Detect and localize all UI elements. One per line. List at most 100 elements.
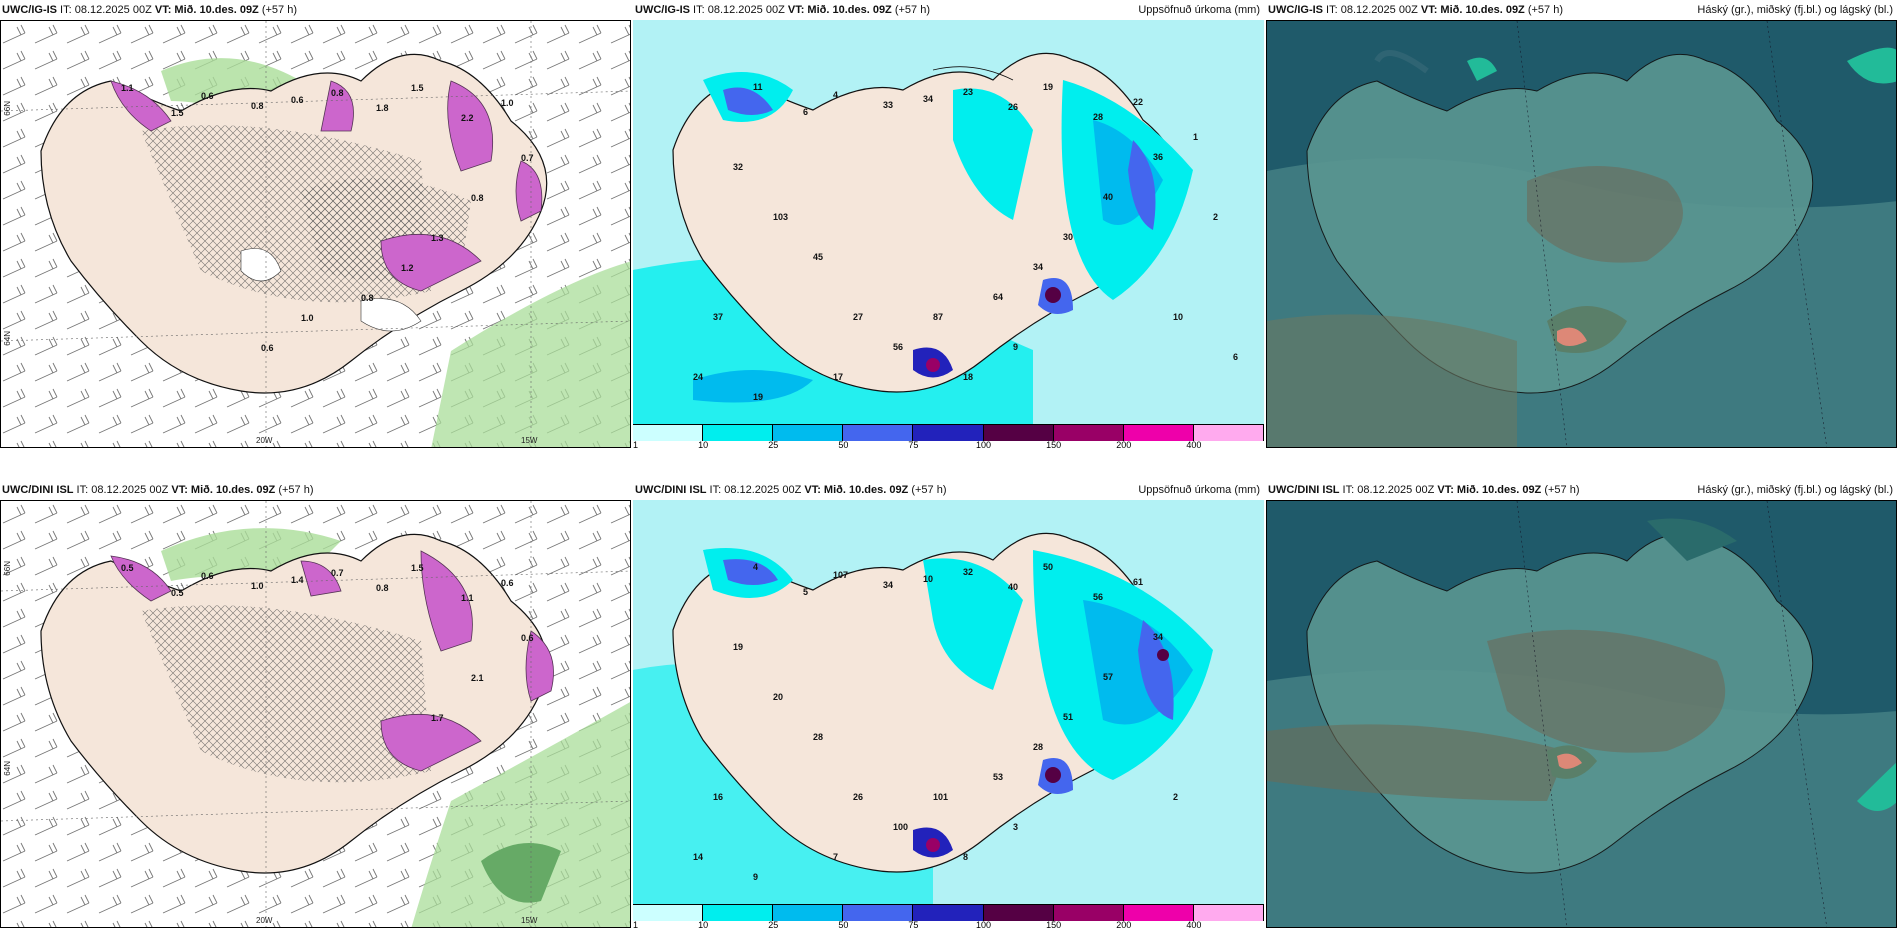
legend-tick-label: 400 <box>1186 920 1202 930</box>
init-time: IT: 08.12.2025 00Z <box>1323 4 1421 16</box>
map-value-label: 18 <box>963 372 973 382</box>
map-value-label: 87 <box>933 312 943 322</box>
lat-label-66n: 66N <box>3 561 12 576</box>
field-title: Uppsöfnuð úrkoma (mm) <box>1138 484 1260 496</box>
valid-time: VT: Mið. 10.des. 09Z <box>171 484 276 496</box>
lead-time: (+57 h) <box>908 484 947 496</box>
map-snow-wind: 0.5 0.5 0.6 1.0 1.4 0.7 0.8 1.5 1.1 0.6 0.6 2.1 1.7 … <box>0 500 631 928</box>
map-value-label: 56 <box>1093 592 1103 602</box>
map-value-label: 34 <box>1153 632 1163 642</box>
model-name: UWC/DINI ISL <box>2 484 74 496</box>
map-value-label: 1.7 <box>431 713 444 723</box>
map-value-label: 0.6 <box>291 95 304 105</box>
map-value-label: 28 <box>813 732 823 742</box>
map-value-label: 16 <box>713 792 723 802</box>
map-value-label: 19 <box>733 642 743 652</box>
legend-tick-label: 200 <box>1116 920 1132 930</box>
map-value-label: 1.1 <box>461 593 474 603</box>
lon-label-20w: 20W <box>256 436 273 445</box>
map-value-label: 1.1 <box>121 83 134 93</box>
map-value-label: 2 <box>1213 212 1218 222</box>
lat-label-64n: 64N <box>3 761 12 776</box>
map-value-label: 7 <box>833 852 838 862</box>
map-value-label: 0.8 <box>376 583 389 593</box>
map-value-label: 6 <box>803 107 808 117</box>
map-value-label: 4 <box>833 90 838 100</box>
panel-header: UWC/IG-IS IT: 08.12.2025 00Z VT: Mið. 10… <box>0 0 631 20</box>
map-value-label: 0.7 <box>521 153 534 163</box>
panel-igis-snow: UWC/IG-IS IT: 08.12.2025 00Z VT: Mið. 10… <box>0 0 631 448</box>
map-value-label: 1.2 <box>401 263 414 273</box>
legend-swatch <box>773 905 844 921</box>
legend-swatch <box>983 425 1054 441</box>
map-value-label: 56 <box>893 342 903 352</box>
legend-swatch <box>983 905 1054 921</box>
legend-tick-label: 150 <box>1046 920 1062 930</box>
map-value-label: 1.3 <box>431 233 444 243</box>
map-value-label: 9 <box>753 872 758 882</box>
legend-tick-label: 100 <box>976 920 992 930</box>
map-value-label: 37 <box>713 312 723 322</box>
lon-label-15w: 15W <box>521 916 538 925</box>
map-value-label: 0.8 <box>471 193 484 203</box>
panel-header: UWC/DINI ISL IT: 08.12.2025 00Z VT: Mið.… <box>0 480 631 500</box>
legend-tick-label: 400 <box>1186 440 1202 450</box>
legend-swatches <box>633 904 1264 921</box>
init-time: IT: 08.12.2025 00Z <box>1339 484 1438 496</box>
map-value-label: 14 <box>693 852 703 862</box>
map-value-label: 51 <box>1063 712 1073 722</box>
panel-dini-snow: UWC/DINI ISL IT: 08.12.2025 00Z VT: Mið.… <box>0 480 631 928</box>
map-value-label: 2.2 <box>461 113 474 123</box>
cloud-map-svg <box>1267 501 1896 927</box>
legend-swatch <box>1053 905 1124 921</box>
map-value-label: 5 <box>803 587 808 597</box>
legend-tick-label: 75 <box>908 440 919 450</box>
init-time: IT: 08.12.2025 00Z <box>690 4 788 16</box>
map-value-label: 4 <box>753 562 758 572</box>
map-value-label: 64 <box>993 292 1003 302</box>
lead-time: (+57 h) <box>258 4 297 16</box>
map-value-label: 26 <box>853 792 863 802</box>
legend-swatch <box>1193 425 1264 441</box>
map-value-label: 0.8 <box>251 101 264 111</box>
panel-header: UWC/DINI ISL IT: 08.12.2025 00Z VT: Mið.… <box>633 480 1264 500</box>
field-title: Uppsöfnuð úrkoma (mm) <box>1138 4 1260 16</box>
panel-dini-precip: UWC/DINI ISL IT: 08.12.2025 00Z VT: Mið.… <box>633 480 1264 930</box>
map-value-label: 107 <box>833 570 848 580</box>
model-name: UWC/IG-IS <box>2 4 57 16</box>
valid-time: VT: Mið. 10.des. 09Z <box>154 4 259 16</box>
map-snow-wind: 1.1 1.5 0.6 0.8 0.6 0.8 1.8 1.5 2.2 1.0 0.7 0.8 1.3 1… <box>0 20 631 448</box>
legend-tick-label: 10 <box>698 920 709 930</box>
init-time: IT: 08.12.2025 00Z <box>73 484 172 496</box>
precip-map-svg: 4510734103240505661345751285310110026282… <box>633 500 1264 904</box>
map-value-label: 23 <box>963 87 973 97</box>
legend-tick-label: 1 <box>633 440 639 450</box>
cloud-map-svg <box>1267 21 1896 447</box>
map-value-label: 0.5 <box>171 588 184 598</box>
legend-swatches <box>633 424 1264 441</box>
map-value-label: 1.5 <box>171 108 184 118</box>
map-value-label: 1.8 <box>376 103 389 113</box>
legend-tick-label: 200 <box>1116 440 1132 450</box>
map-value-label: 19 <box>753 392 763 402</box>
map-value-label: 0.8 <box>331 88 344 98</box>
map-value-label: 33 <box>883 100 893 110</box>
panel-dini-clouds: UWC/DINI ISL IT: 08.12.2025 00Z VT: Mið.… <box>1266 480 1897 928</box>
map-value-label: 3 <box>1013 822 1018 832</box>
legend-tick-label: 50 <box>838 440 849 450</box>
legend-swatch <box>703 905 774 921</box>
map-value-label: 11 <box>753 82 763 92</box>
legend-swatch <box>703 425 774 441</box>
panel-igis-clouds: UWC/IG-IS IT: 08.12.2025 00Z VT: Mið. 10… <box>1266 0 1897 448</box>
legend-swatch <box>843 425 914 441</box>
legend-tick-label: 1 <box>633 920 639 930</box>
legend-ticks: 1 10 25 50 75 100 150 200 400 <box>633 440 1264 450</box>
map-value-label: 2.1 <box>471 673 484 683</box>
map-value-label: 9 <box>1013 342 1018 352</box>
init-time: IT: 08.12.2025 00Z <box>57 4 155 16</box>
legend-tick-label: 75 <box>908 920 919 930</box>
legend-swatch <box>633 905 704 921</box>
map-value-label: 101 <box>933 792 948 802</box>
map-value-label: 1.5 <box>411 563 424 573</box>
map-value-label: 30 <box>1063 232 1073 242</box>
